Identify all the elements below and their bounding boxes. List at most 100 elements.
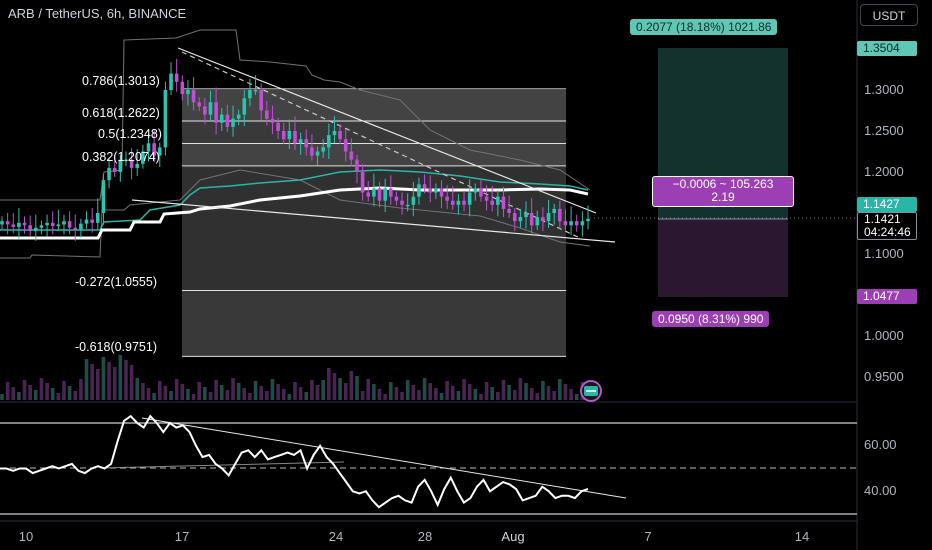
candle-body — [22, 222, 27, 226]
volume-bar — [524, 383, 528, 400]
volume-bar — [467, 384, 472, 400]
volume-bar — [417, 390, 421, 400]
volume-bar — [310, 380, 314, 400]
candle-body — [112, 167, 117, 172]
candle-body — [552, 208, 556, 213]
volume-bar — [203, 387, 207, 400]
volume-bar — [327, 368, 331, 400]
volume-bar — [338, 378, 342, 400]
risk-reward-ratio: 2.19 — [711, 190, 735, 204]
volume-bar — [535, 393, 540, 400]
candle-body — [152, 143, 156, 156]
candle-body — [434, 188, 438, 193]
candle-body — [400, 200, 404, 205]
candle-body — [293, 131, 297, 144]
candle-body — [11, 224, 16, 227]
volume-bar — [388, 382, 393, 400]
candle-body — [501, 196, 506, 209]
fib-label: 0.786(1.3013) — [82, 74, 160, 88]
volume-bar — [383, 394, 387, 400]
candle-body — [417, 184, 421, 197]
risk-reward-label: −0.0006 ~ 105.263 — [672, 177, 774, 191]
candle-body — [50, 222, 55, 227]
candle-body — [298, 139, 303, 144]
candle-body — [62, 221, 66, 225]
candle-body — [95, 213, 100, 223]
volume-bar — [62, 381, 66, 400]
time-axis-label: 17 — [174, 529, 190, 544]
volume-bar — [332, 373, 337, 400]
candle-body — [462, 200, 466, 205]
candle-body — [242, 98, 247, 115]
candle-body — [84, 219, 89, 224]
volume-bar — [79, 379, 83, 400]
fib-label: -0.272(1.0555) — [75, 275, 158, 289]
candle-body — [107, 167, 111, 181]
candle-body — [580, 221, 585, 226]
volume-bar — [558, 379, 562, 400]
volume-bar — [569, 389, 573, 400]
volume-bar — [479, 394, 483, 400]
rsi-pane[interactable] — [0, 414, 857, 515]
moving-average-line — [0, 186, 589, 240]
volume-bar — [248, 393, 252, 400]
candle-body — [558, 208, 562, 222]
volume-bar — [315, 385, 320, 400]
volume-bar — [95, 369, 100, 400]
fib-label: 0.618(1.2622) — [82, 106, 160, 120]
volume-bar — [400, 392, 404, 400]
candle-body — [253, 90, 258, 92]
volume-bar — [293, 382, 297, 400]
price-axis-label: 1.0000 — [864, 328, 904, 343]
candle-body — [163, 90, 168, 148]
candle-body — [496, 196, 500, 205]
volume-bar — [219, 385, 224, 400]
candle-body — [45, 222, 49, 226]
volume-bar — [191, 394, 196, 400]
fib-retracement[interactable] — [182, 88, 566, 357]
candle-body — [338, 131, 342, 140]
candle-body — [73, 227, 78, 230]
candle-body — [270, 118, 275, 123]
volume-bar — [281, 389, 286, 400]
candle-body — [541, 217, 545, 222]
currency-selector[interactable]: USDT — [860, 4, 918, 26]
candle-body — [281, 131, 286, 140]
candle-body — [372, 188, 376, 197]
volume-bar — [242, 388, 247, 400]
price-tag-upper: 1.1427 — [857, 197, 917, 212]
price-tag-stop: 1.0477 — [857, 289, 917, 304]
candle-body — [546, 213, 551, 222]
fib-label: 0.5(1.2348) — [98, 127, 162, 141]
volume-bar — [496, 392, 500, 400]
volume-bar — [529, 388, 534, 400]
candle-body — [479, 188, 483, 197]
time-axis-label: 28 — [417, 529, 433, 544]
candlesticks[interactable] — [0, 58, 590, 241]
volume-bar — [5, 382, 10, 400]
rsi-axis-label: 60.00 — [864, 437, 897, 452]
candle-body — [180, 81, 185, 95]
long-position-tool[interactable] — [658, 48, 788, 297]
trendlines[interactable] — [131, 47, 616, 243]
volume-bar — [11, 387, 16, 400]
candle-body — [157, 147, 162, 156]
flag-icon[interactable] — [580, 380, 602, 402]
candle-body — [225, 114, 230, 127]
risk-reward-box[interactable]: −0.0006 ~ 105.263 2.19 — [652, 176, 794, 207]
candle-body — [219, 114, 224, 123]
volume-bar — [231, 378, 235, 400]
volume-bar — [236, 383, 241, 400]
volume-bar — [541, 381, 545, 400]
volume-bar — [298, 387, 303, 400]
time-axis-label: 24 — [328, 529, 344, 544]
price-axis-label: 1.3000 — [864, 82, 904, 97]
candle-body — [422, 184, 427, 189]
volume-bar — [163, 386, 168, 400]
volume-bar — [490, 387, 495, 400]
stop-label: 0.0950 (8.31%) 990 — [652, 311, 770, 327]
candle-body — [332, 131, 337, 136]
price-axis-label: 0.9500 — [864, 369, 904, 384]
volume-bar — [208, 392, 213, 400]
